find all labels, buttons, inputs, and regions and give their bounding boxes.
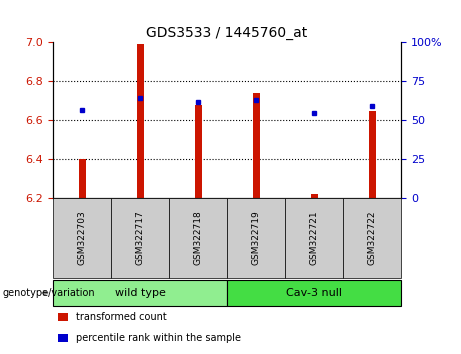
Text: transformed count: transformed count [76, 312, 167, 322]
Bar [369, 110, 376, 198]
Text: GSM322721: GSM322721 [309, 211, 319, 266]
Bar [78, 159, 85, 198]
Text: GSM322722: GSM322722 [367, 211, 377, 265]
Text: GSM322719: GSM322719 [252, 211, 260, 266]
Bar [195, 105, 201, 198]
Text: GSM322718: GSM322718 [194, 211, 202, 266]
Bar [311, 194, 318, 198]
Text: GSM322717: GSM322717 [136, 211, 145, 266]
Text: GSM322703: GSM322703 [77, 211, 87, 266]
Bar [136, 45, 143, 198]
Text: wild type: wild type [115, 288, 165, 298]
Title: GDS3533 / 1445760_at: GDS3533 / 1445760_at [147, 26, 307, 40]
Text: Cav-3 null: Cav-3 null [286, 288, 342, 298]
Text: percentile rank within the sample: percentile rank within the sample [76, 333, 241, 343]
Text: genotype/variation: genotype/variation [2, 288, 95, 298]
Bar [253, 93, 260, 198]
